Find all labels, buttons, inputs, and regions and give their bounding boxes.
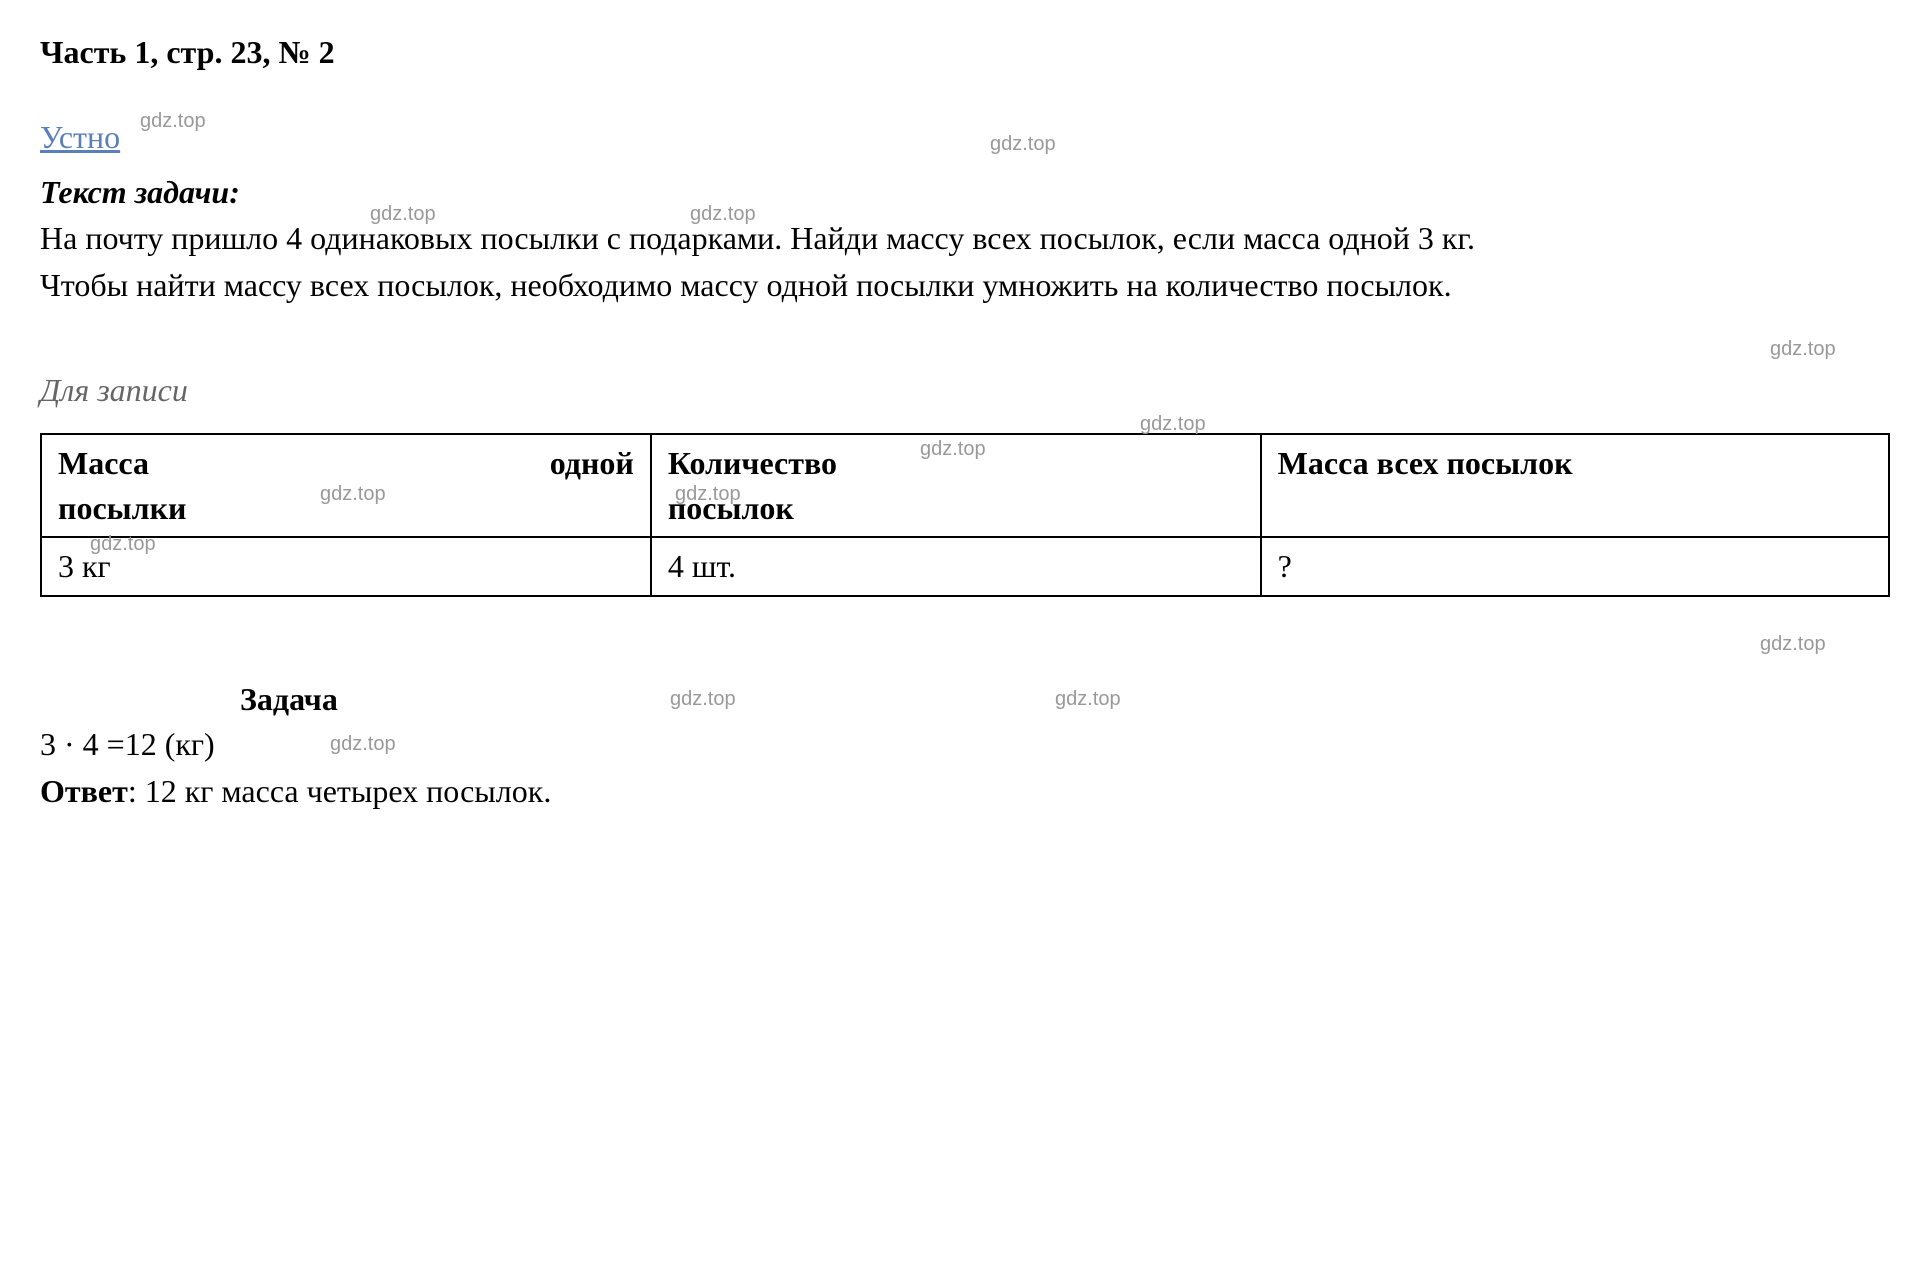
answer-text: : 12 кг масса четырех посылок. xyxy=(128,773,552,809)
table-data-row: 3 кг 4 шт. ? xyxy=(41,537,1889,596)
table-header-cell: Масса одной посылки xyxy=(41,434,651,538)
task-paragraph-2: Чтобы найти массу всех посылок, необходи… xyxy=(40,263,1890,308)
table-header-cell: Масса всех посылок xyxy=(1261,434,1889,538)
table-cell: 3 кг xyxy=(41,537,651,596)
solution-label: Задача xyxy=(240,677,338,722)
for-note-label: Для записи xyxy=(40,368,1890,413)
header-cell-line1: Количество xyxy=(668,441,1244,486)
document-container: Часть 1, стр. 23, № 2 Устно Текст задачи… xyxy=(40,30,1890,814)
table-header-row: Масса одной посылки Количество посылок М… xyxy=(41,434,1889,538)
watermark: gdz.top xyxy=(1770,335,1836,363)
header-cell-line1: Масса всех посылок xyxy=(1278,441,1872,486)
table-header-cell: Количество посылок xyxy=(651,434,1261,538)
oral-link[interactable]: Устно xyxy=(40,115,120,160)
solution-calculation: 3 · 4 =12 (кг) xyxy=(40,722,1890,767)
header-text: Часть 1, стр. 23, № 2 xyxy=(40,34,335,70)
header-cell-line2: посылки xyxy=(58,486,634,531)
answer-label: Ответ xyxy=(40,773,128,809)
table-cell: ? xyxy=(1261,537,1889,596)
oral-section: Устно xyxy=(40,115,1890,165)
data-table: Масса одной посылки Количество посылок М… xyxy=(40,433,1890,597)
header-cell-part1: Масса xyxy=(58,441,149,486)
solution-block: Задача 3 · 4 =12 (кг) Ответ: 12 кг масса… xyxy=(40,637,1890,813)
task-paragraph-1: На почту пришло 4 одинаковых посылки с п… xyxy=(40,216,1890,261)
answer-line: Ответ: 12 кг масса четырех посылок. xyxy=(40,769,1890,814)
header-cell-line2: посылок xyxy=(668,486,1244,531)
document-header: Часть 1, стр. 23, № 2 xyxy=(40,30,1890,75)
table-cell: 4 шт. xyxy=(651,537,1261,596)
header-cell-part2: одной xyxy=(550,441,634,486)
task-label: Текст задачи: xyxy=(40,170,1890,215)
